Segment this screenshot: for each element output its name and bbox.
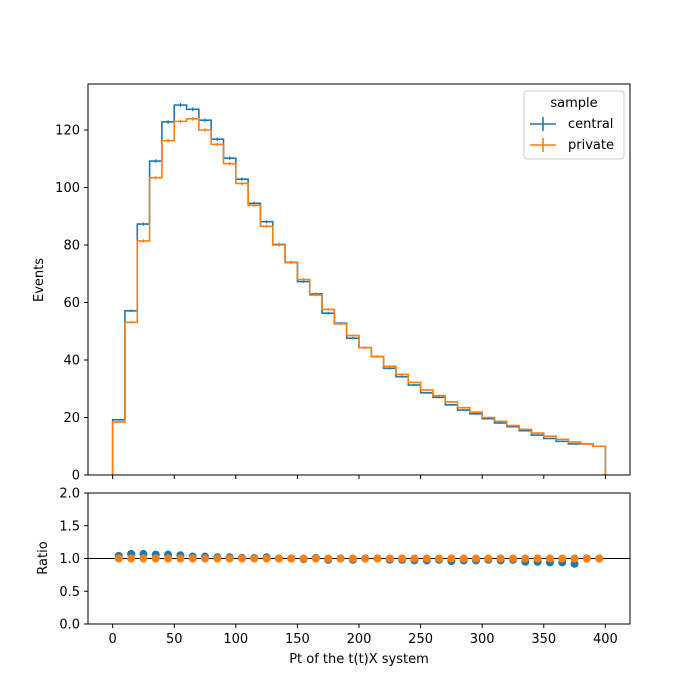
- ratio-point-private: [410, 554, 419, 563]
- ratio-point-private: [237, 554, 246, 563]
- ratio-point-private: [139, 554, 148, 563]
- ratio-point-private: [225, 554, 234, 563]
- x-tick-label: 400: [593, 632, 618, 647]
- ratio-point-private: [201, 554, 210, 563]
- y-tick-label: 0: [72, 469, 80, 484]
- ratio-point-private: [447, 554, 456, 563]
- top-panel: 0 20 40 60 80 100 120 Events sample central pr…: [32, 83, 631, 484]
- bottom-panel: 0.0 0.5 1.0 1.5 2.0 0 50 100 150 200 250 300 350 400…: [36, 487, 631, 667]
- ratio-point-private: [459, 554, 468, 563]
- y-tick-label: 120: [55, 124, 80, 139]
- legend-title: sample: [550, 96, 597, 111]
- ratio-point-private: [299, 554, 308, 563]
- ratio-point-private: [361, 554, 370, 563]
- x-tick-label: 300: [470, 632, 495, 647]
- ratio-y-axis: 0.0 0.5 1.0 1.5 2.0: [59, 487, 88, 633]
- y-tick-label: 20: [63, 411, 80, 426]
- ratio-point-private: [336, 554, 345, 563]
- ratio-point-private: [533, 554, 542, 563]
- ratio-point-private: [570, 554, 579, 563]
- ratio-point-private: [558, 554, 567, 563]
- ratio-x-axis: 0 50 100 150 200 250 300 350 400: [108, 624, 618, 647]
- ratio-point-private: [274, 554, 283, 563]
- ratio-point-private: [508, 554, 517, 563]
- ratio-point-private: [348, 554, 357, 563]
- ratio-y-axis-label: Ratio: [36, 541, 51, 574]
- x-tick-label: 250: [408, 632, 433, 647]
- ratio-y-tick-label: 0.0: [59, 618, 80, 633]
- ratio-point-private: [373, 554, 382, 563]
- ratio-y-tick-label: 1.0: [59, 552, 80, 567]
- ratio-point-private: [311, 554, 320, 563]
- ratio-point-private: [262, 554, 271, 563]
- ratio-y-tick-label: 0.5: [59, 585, 80, 600]
- legend: sample central private: [523, 90, 625, 160]
- ratio-y-tick-label: 2.0: [59, 487, 80, 502]
- ratio-point-private: [287, 554, 296, 563]
- top-x-axis: [112, 475, 606, 479]
- x-tick-label: 50: [166, 632, 183, 647]
- ratio-point-private: [496, 554, 505, 563]
- x-tick-label: 100: [223, 632, 248, 647]
- y-tick-label: 80: [63, 239, 80, 254]
- ratio-point-private: [435, 554, 444, 563]
- ratio-point-private: [472, 554, 481, 563]
- ratio-point-private: [250, 554, 259, 563]
- ratio-point-private: [176, 554, 185, 563]
- ratio-point-private: [484, 554, 493, 563]
- ratio-point-private: [385, 554, 394, 563]
- y-tick-label: 100: [55, 181, 80, 196]
- top-plot-area: [111, 103, 607, 475]
- ratio-point-private: [127, 554, 136, 563]
- legend-label-private: private: [568, 138, 614, 153]
- ratio-point-private: [324, 554, 333, 563]
- x-tick-label: 150: [285, 632, 310, 647]
- ratio-point-private: [582, 554, 591, 563]
- legend-frame: [523, 90, 625, 160]
- x-axis-label: Pt of the t(t)X system: [289, 652, 429, 667]
- ratio-point-private: [114, 554, 123, 563]
- ratio-point-private: [151, 554, 160, 563]
- x-tick-label: 200: [347, 632, 372, 647]
- x-tick-label: 350: [531, 632, 556, 647]
- ratio-point-private: [164, 554, 173, 563]
- top-y-axis-label: Events: [32, 258, 47, 302]
- legend-entry-private: private: [530, 138, 614, 153]
- ratio-point-private: [595, 554, 604, 563]
- ratio-point-private: [521, 554, 530, 563]
- ratio-point-private: [545, 554, 554, 563]
- top-y-axis: 0 20 40 60 80 100 120: [55, 124, 88, 484]
- ratio-y-tick-label: 1.5: [59, 519, 80, 534]
- ratio-plot-area: [88, 549, 630, 568]
- legend-entry-central: central: [530, 117, 613, 132]
- y-tick-label: 60: [63, 296, 80, 311]
- ratio-point-private: [213, 554, 222, 563]
- ratio-point-private: [422, 554, 431, 563]
- y-tick-label: 40: [63, 354, 80, 369]
- ratio-point-private: [188, 554, 197, 563]
- ratio-point-private: [398, 554, 407, 563]
- legend-label-central: central: [568, 117, 613, 132]
- x-tick-label: 0: [108, 632, 116, 647]
